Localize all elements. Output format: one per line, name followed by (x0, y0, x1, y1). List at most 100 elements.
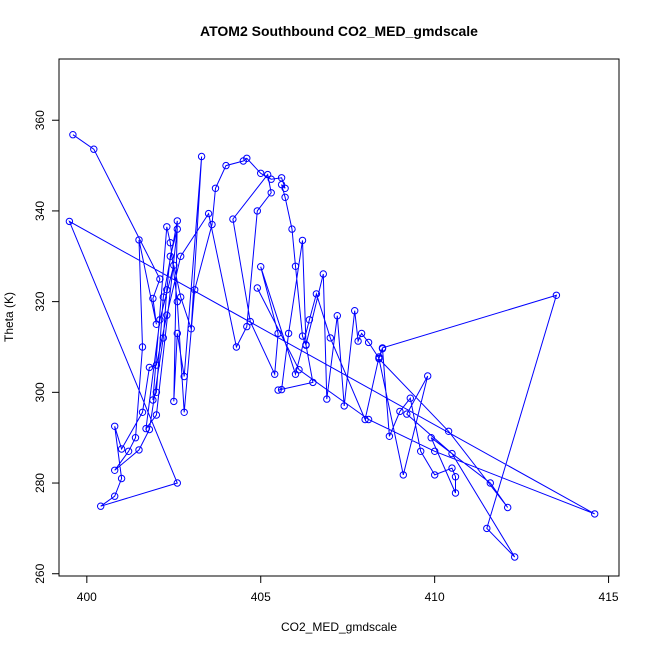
data-point (291, 370, 300, 378)
data-point (152, 320, 161, 328)
data-point (152, 411, 161, 419)
data-point (211, 184, 220, 193)
data-point (298, 236, 307, 245)
data-point (163, 311, 171, 319)
data-point (173, 217, 182, 225)
data-point (451, 473, 460, 481)
y-tick-label: 260 (33, 563, 47, 583)
data-point (424, 372, 432, 380)
data-point (159, 293, 168, 301)
data-point (152, 361, 161, 369)
data-point (267, 175, 275, 183)
data-point (243, 154, 251, 163)
data-point (364, 338, 373, 347)
data-point (173, 329, 182, 338)
data-point (145, 363, 154, 372)
data-point (277, 180, 286, 189)
data-point (187, 325, 195, 333)
data-point (117, 445, 126, 453)
data-point (135, 236, 143, 244)
data-point (173, 297, 182, 306)
data-point (486, 479, 494, 487)
data-point (111, 422, 119, 430)
data-point (97, 502, 105, 510)
data-point (152, 388, 161, 396)
data-point (361, 415, 369, 424)
data-point (191, 286, 199, 294)
data-point (163, 286, 171, 294)
data-point (257, 169, 265, 178)
x-tick-label: 410 (425, 590, 445, 604)
data-point (173, 479, 182, 487)
data-point (326, 334, 334, 342)
data-point (204, 209, 213, 218)
data-point (267, 189, 275, 197)
data-point (357, 329, 366, 338)
x-axis: 400 405 410 415 (77, 576, 619, 604)
data-point (291, 262, 300, 270)
data-point (312, 290, 321, 298)
data-point (403, 410, 411, 418)
data-point (131, 434, 140, 442)
x-tick-label: 405 (251, 590, 271, 604)
data-point (149, 396, 157, 404)
data-point (277, 385, 286, 394)
data-point (288, 225, 296, 233)
data-point (295, 366, 303, 374)
data-point (591, 510, 599, 518)
data-point (399, 471, 407, 479)
data-point (111, 466, 119, 474)
data-point (385, 432, 394, 440)
data-point (340, 402, 348, 410)
data-point (319, 270, 327, 278)
y-axis: 260 280 300 320 340 360 (33, 110, 59, 584)
chart-title: ATOM2 Southbound CO2_MED_gmdscale (200, 23, 478, 39)
data-series (65, 131, 599, 561)
data-point (483, 524, 491, 533)
data-point (396, 407, 404, 416)
data-point (309, 378, 317, 387)
data-point (243, 322, 251, 331)
data-point (298, 332, 307, 340)
data-point (170, 397, 178, 406)
data-point (375, 353, 383, 361)
data-point (431, 447, 439, 455)
data-point (159, 334, 168, 342)
plot-frame (58, 58, 620, 577)
data-point (406, 394, 414, 402)
data-point (166, 239, 175, 247)
data-point (427, 434, 435, 442)
data-point (69, 131, 77, 139)
data-point (451, 489, 460, 497)
data-point (180, 408, 188, 416)
x-tick-label: 415 (599, 590, 619, 604)
data-point (354, 337, 362, 345)
data-point (351, 307, 359, 315)
data-point (511, 553, 519, 561)
data-point (111, 492, 119, 500)
data-point (135, 446, 143, 454)
series-line (68, 134, 595, 558)
data-point (253, 207, 261, 215)
data-point (229, 215, 237, 223)
data-point (166, 252, 175, 260)
data-point (90, 145, 98, 153)
data-point (253, 284, 261, 292)
y-tick-label: 320 (33, 291, 47, 311)
y-tick-label: 340 (33, 201, 47, 221)
data-point (232, 343, 241, 351)
data-point (271, 370, 279, 378)
data-point (156, 316, 164, 324)
data-point (177, 252, 185, 260)
data-point (124, 447, 133, 455)
data-point (284, 329, 293, 338)
data-point (264, 170, 272, 179)
data-point (180, 372, 188, 381)
data-point (170, 261, 178, 269)
y-tick-label: 280 (33, 473, 47, 493)
data-point (364, 415, 373, 424)
y-tick-label: 300 (33, 382, 47, 402)
data-point (302, 341, 310, 349)
data-point (163, 223, 171, 231)
